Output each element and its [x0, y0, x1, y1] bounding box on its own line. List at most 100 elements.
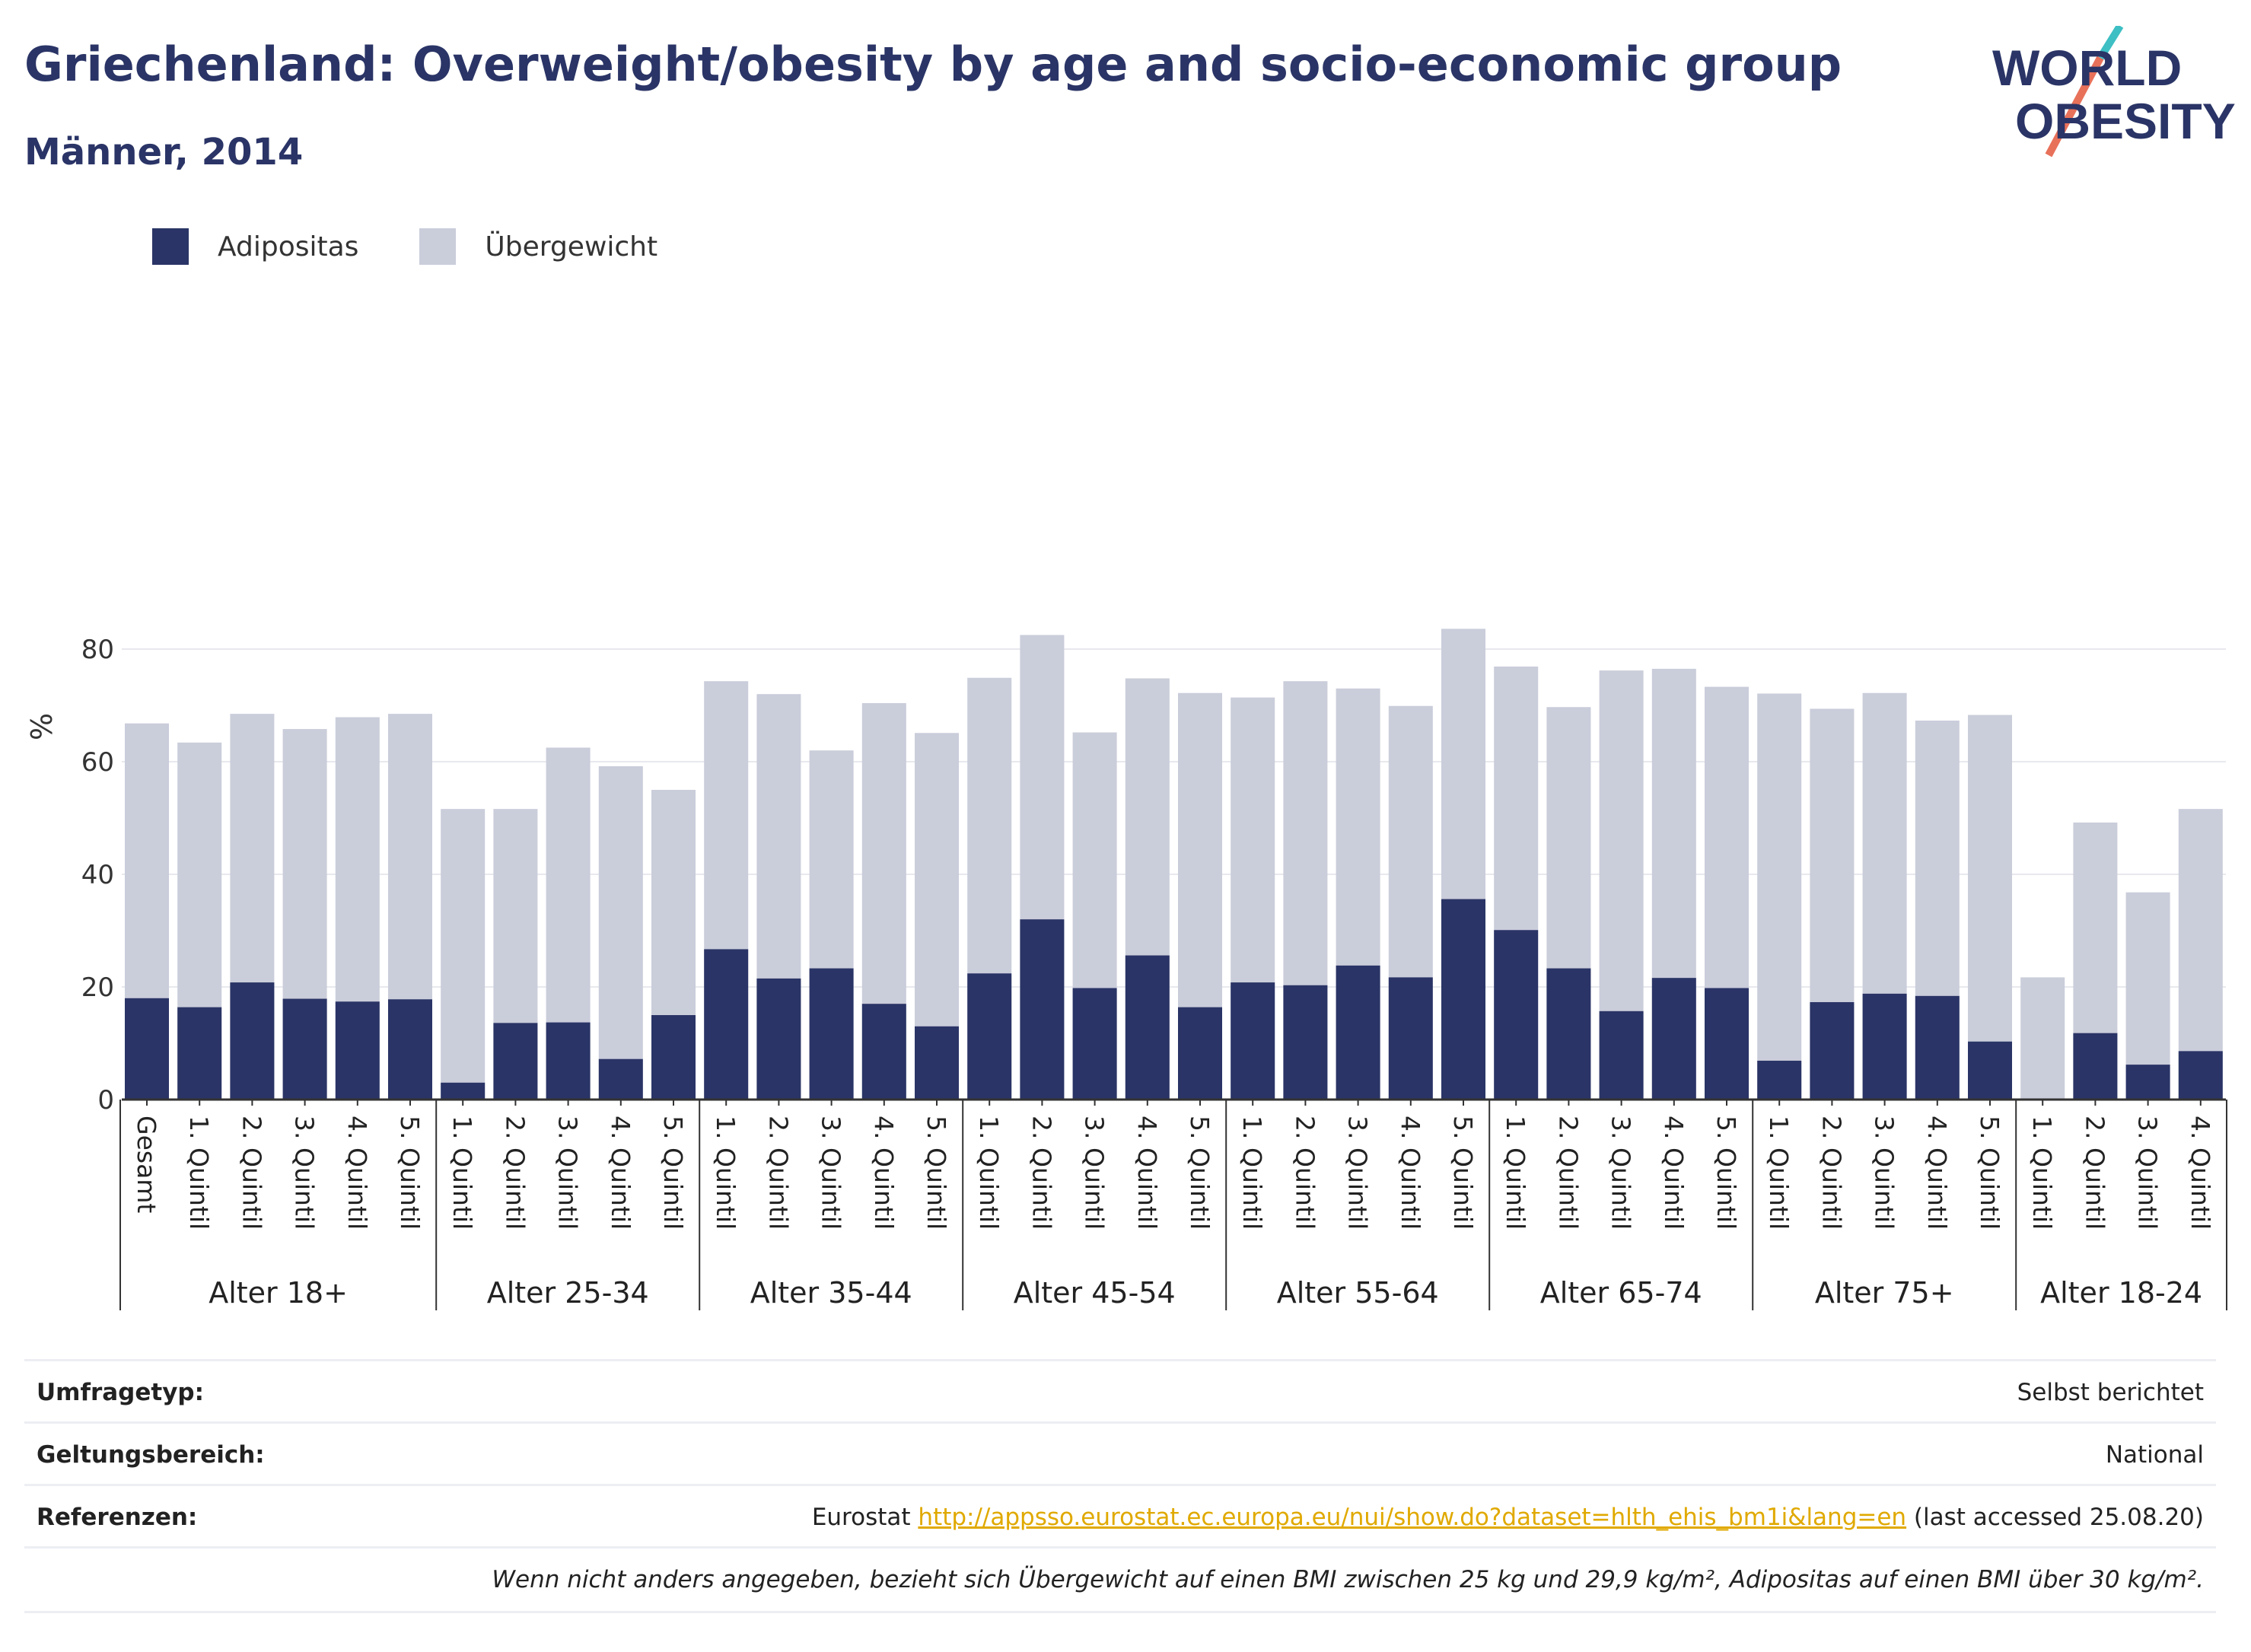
group-label: Alter 55-64	[1277, 1276, 1439, 1310]
x-tick-label: 3. Quintil	[2133, 1116, 2163, 1230]
bar-obesity	[1231, 982, 1275, 1100]
logo-slash-coral	[2045, 56, 2104, 158]
legend-swatch-overweight	[419, 228, 457, 265]
x-tick-label: 1. Quintil	[711, 1116, 740, 1230]
bar-obesity	[388, 999, 432, 1100]
x-tick-label: 3. Quintil	[1870, 1116, 1899, 1230]
x-tick-label: 3. Quintil	[1606, 1116, 1636, 1230]
bar-obesity	[2125, 1065, 2170, 1100]
bar-obesity	[282, 998, 327, 1100]
x-tick-label: 3. Quintil	[290, 1116, 320, 1230]
bar-obesity	[177, 1007, 222, 1100]
bar-obesity	[1388, 977, 1433, 1100]
x-tick-label: 5. Quintil	[1711, 1116, 1741, 1230]
bar-obesity	[1336, 965, 1380, 1100]
legend-label-obesity: Adipositas	[218, 231, 359, 263]
x-tick-label: 1. Quintil	[447, 1116, 477, 1230]
meta-row-survey-type: Umfragetyp: Selbst berichtet	[24, 1359, 2216, 1424]
bar-obesity	[493, 1023, 538, 1100]
chart-title: Griechenland: Overweight/obesity by age …	[24, 37, 1842, 92]
x-tick-label: 1. Quintil	[184, 1116, 214, 1230]
x-tick-label: 1. Quintil	[1501, 1116, 1530, 1230]
group-label: Alter 45-54	[1014, 1276, 1176, 1310]
x-tick-label: 5. Quintil	[1448, 1116, 1478, 1230]
bar-obesity	[704, 949, 749, 1100]
x-tick-label: 2. Quintil	[1553, 1116, 1583, 1230]
meta-value-references: Eurostat http://appsso.eurostat.ec.europ…	[812, 1504, 2216, 1531]
x-tick-label: 2. Quintil	[237, 1116, 266, 1230]
reference-link[interactable]: http://appsso.eurostat.ec.europa.eu/nui/…	[918, 1504, 1907, 1531]
bar-overweight	[441, 809, 486, 1100]
bar-obesity	[1125, 955, 1170, 1100]
meta-key-references: Referenzen:	[37, 1504, 198, 1531]
x-tick-label: 1. Quintil	[1764, 1116, 1794, 1230]
bar-obesity	[2178, 1051, 2223, 1100]
x-tick-label: 4. Quintil	[606, 1116, 635, 1230]
x-tick-label: 2. Quintil	[1816, 1116, 1846, 1230]
bar-obesity	[441, 1082, 486, 1100]
bar-overweight	[1968, 715, 2012, 1100]
group-label: Alter 25-34	[487, 1276, 649, 1310]
x-tick-label: 4. Quintil	[1396, 1116, 1425, 1230]
bar-obesity	[1757, 1060, 1802, 1100]
bar-obesity	[546, 1022, 591, 1100]
bar-obesity	[861, 1004, 906, 1100]
legend-label-overweight: Übergewicht	[485, 231, 658, 263]
logo-word-1: WORLD	[1992, 40, 2182, 96]
meta-value-scope: National	[2105, 1441, 2204, 1469]
bar-obesity	[1283, 985, 1328, 1100]
group-label: Alter 18-24	[2040, 1276, 2202, 1310]
bar-obesity	[967, 973, 1012, 1100]
legend-swatch-obesity	[152, 228, 189, 265]
x-tick-label: 3. Quintil	[1080, 1116, 1110, 1230]
x-tick-label: 5. Quintil	[658, 1116, 688, 1230]
y-tick-label: 0	[97, 1085, 114, 1116]
bar-obesity	[1494, 930, 1539, 1100]
bar-obesity	[1810, 1001, 1855, 1100]
x-tick-label: 2. Quintil	[2080, 1116, 2109, 1230]
bar-overweight	[598, 766, 643, 1100]
bar-obesity	[1178, 1007, 1222, 1100]
x-tick-label: 5. Quintil	[1975, 1116, 2004, 1230]
x-tick-label: 1. Quintil	[1237, 1116, 1267, 1230]
x-tick-label: Gesamt	[132, 1116, 161, 1213]
x-tick-label: 5. Quintil	[395, 1116, 425, 1230]
logo-word-2: OBESITY	[2015, 93, 2236, 149]
bar-obesity	[1599, 1011, 1644, 1100]
bar-overweight	[1757, 693, 1802, 1100]
x-tick-label: 1. Quintil	[974, 1116, 1004, 1230]
bar-obesity	[230, 982, 275, 1100]
x-tick-label: 4. Quintil	[869, 1116, 899, 1230]
legend-item-overweight[interactable]: Übergewicht	[419, 228, 657, 265]
bar-obesity	[598, 1058, 643, 1100]
bar-obesity	[2073, 1033, 2118, 1100]
bar-obesity	[1020, 919, 1065, 1100]
bar-obesity	[1705, 988, 1749, 1100]
group-label: Alter 65-74	[1540, 1276, 1702, 1310]
bar-obesity	[1651, 978, 1696, 1100]
x-tick-label: 3. Quintil	[1343, 1116, 1373, 1230]
x-tick-label: 4. Quintil	[1922, 1116, 1952, 1230]
bar-obesity	[915, 1026, 959, 1100]
bar-obesity	[1546, 968, 1591, 1100]
bar-overweight	[2020, 977, 2065, 1100]
meta-key-scope: Geltungsbereich:	[37, 1441, 265, 1469]
x-tick-label: 2. Quintil	[500, 1116, 530, 1230]
y-tick-label: 80	[81, 635, 114, 665]
bar-obesity	[756, 978, 801, 1100]
group-label: Alter 35-44	[750, 1276, 912, 1310]
y-tick-label: 60	[81, 747, 114, 778]
x-tick-label: 4. Quintil	[1132, 1116, 1162, 1230]
bar-obesity	[1968, 1041, 2012, 1100]
definition-note: Wenn nicht anders angegeben, bezieht sic…	[492, 1566, 2204, 1593]
y-axis-label: %	[25, 713, 59, 740]
bar-obesity	[809, 968, 854, 1100]
reference-prefix: Eurostat	[811, 1504, 919, 1531]
legend-item-obesity[interactable]: Adipositas	[152, 228, 358, 265]
x-tick-label: 5. Quintil	[1185, 1116, 1215, 1230]
x-tick-label: 2. Quintil	[1290, 1116, 1320, 1230]
x-tick-label: 3. Quintil	[817, 1116, 846, 1230]
x-tick-label: 5. Quintil	[922, 1116, 951, 1230]
bar-obesity	[1441, 899, 1485, 1100]
group-label: Alter 18+	[209, 1276, 348, 1310]
